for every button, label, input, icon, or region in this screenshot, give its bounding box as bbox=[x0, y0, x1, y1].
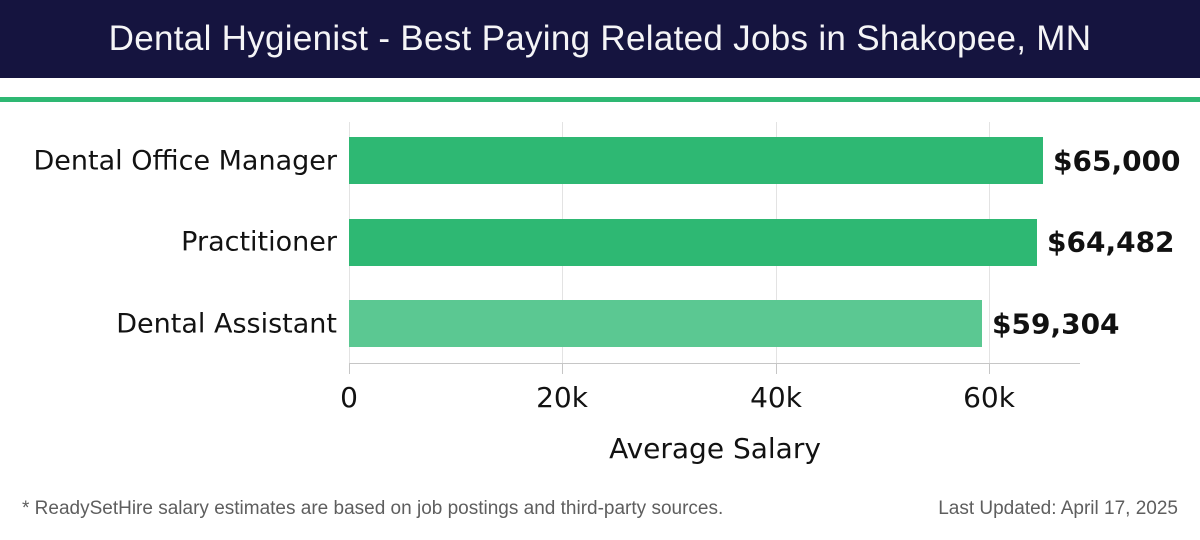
bar-value-label: $59,304 bbox=[992, 307, 1120, 340]
x-tick-label: 0 bbox=[340, 381, 358, 414]
x-tick-mark bbox=[562, 363, 563, 374]
x-axis-title: Average Salary bbox=[609, 432, 821, 465]
x-tick-label: 40k bbox=[750, 381, 802, 414]
category-label: Dental Assistant bbox=[116, 308, 337, 339]
page-title: Dental Hygienist - Best Paying Related J… bbox=[108, 19, 1092, 58]
salary-bar bbox=[349, 137, 1043, 184]
header-accent-strip bbox=[0, 97, 1200, 102]
x-axis-line bbox=[349, 363, 1080, 364]
bar-value-label: $65,000 bbox=[1053, 144, 1181, 177]
footer-disclaimer: * ReadySetHire salary estimates are base… bbox=[22, 498, 724, 519]
category-label: Practitioner bbox=[181, 226, 337, 258]
x-tick-mark bbox=[349, 363, 350, 374]
salary-bar bbox=[349, 218, 1037, 266]
salary-bar bbox=[349, 300, 982, 347]
x-tick-mark bbox=[776, 363, 777, 374]
bar-value-label: $64,482 bbox=[1047, 225, 1175, 259]
x-tick-mark bbox=[989, 363, 990, 374]
footer: * ReadySetHire salary estimates are base… bbox=[0, 494, 1200, 524]
footer-last-updated: Last Updated: April 17, 2025 bbox=[938, 498, 1178, 519]
category-label: Dental Office Manager bbox=[33, 145, 337, 176]
x-tick-label: 20k bbox=[536, 381, 588, 414]
x-tick-label: 60k bbox=[963, 381, 1015, 414]
title-banner: Dental Hygienist - Best Paying Related J… bbox=[0, 0, 1200, 78]
